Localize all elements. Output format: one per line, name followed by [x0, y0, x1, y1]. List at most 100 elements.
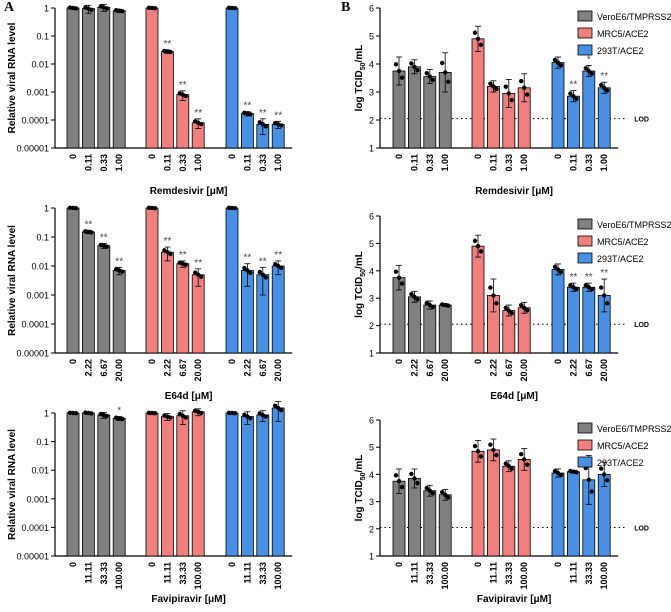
- chart-b3: 1 2 3 4 5 6 log TCID50/mL LOD 0 11.11 33.33 100.00 0…: [354, 416, 671, 606]
- bar: [97, 414, 111, 557]
- legend-label: 293T/ACE2: [597, 458, 644, 468]
- x-tick-label: 0: [227, 154, 237, 159]
- x-tick-label: 20.00: [440, 359, 450, 382]
- data-point: [440, 60, 445, 66]
- data-point: [586, 68, 591, 74]
- bar: [471, 38, 485, 149]
- significance-marker: **: [244, 101, 252, 112]
- significance-marker: **: [259, 256, 267, 267]
- data-point: [409, 61, 414, 66]
- y-tick-label: 1: [44, 4, 49, 14]
- bar: [160, 416, 174, 557]
- chart-a1: 1 0.1 0.01 0.001 0.0001 0.00001 Relative viral…: [7, 4, 293, 197]
- data-point: [396, 479, 402, 484]
- y-tick-label: 4: [369, 60, 374, 70]
- bar: [407, 478, 421, 557]
- data-point: [152, 411, 158, 416]
- x-tick-label: 0: [227, 359, 237, 364]
- data-point: [478, 249, 484, 254]
- data-point: [183, 93, 188, 99]
- data-point: [168, 251, 173, 257]
- legend-label: 293T/ACE2: [597, 254, 644, 264]
- data-point: [279, 408, 284, 413]
- x-tick-label: 2.22: [242, 359, 252, 377]
- data-point: [525, 92, 530, 97]
- x-tick-label: 100.00: [273, 562, 283, 590]
- data-point: [552, 57, 558, 63]
- data-point: [89, 411, 94, 416]
- x-tick-label: 0.33: [99, 154, 109, 172]
- x-tick-label: 6.67: [178, 359, 188, 377]
- significance-marker: **: [179, 250, 187, 261]
- y-axis-label: log TCID50/mL: [354, 251, 367, 318]
- significance-marker: **: [164, 39, 172, 50]
- x-tick-label: 0: [553, 154, 563, 159]
- bar: [145, 207, 159, 354]
- x-tick-label: 6.67: [258, 359, 268, 377]
- significance-marker: **: [100, 232, 108, 243]
- y-tick-label: 0.0001: [21, 523, 49, 533]
- data-point: [605, 88, 610, 93]
- data-point: [232, 206, 238, 211]
- data-point: [73, 6, 79, 11]
- data-point: [599, 82, 604, 88]
- x-tick-label: 11.11: [488, 562, 498, 584]
- data-point: [491, 447, 496, 453]
- data-point: [558, 269, 564, 275]
- significance-marker: **: [274, 250, 282, 261]
- legend: VeroE6/TMPRSS2 MRC5/ACE2 293T/ACE2: [577, 10, 671, 56]
- data-point: [396, 68, 402, 74]
- legend-swatch: [577, 235, 593, 247]
- x-tick-label: 11.11: [242, 562, 252, 584]
- data-point: [393, 62, 399, 67]
- y-tick-label: 0.001: [26, 291, 49, 301]
- significance-marker: **: [585, 272, 593, 283]
- lod-label: LOD: [634, 525, 649, 532]
- data-point: [183, 415, 188, 420]
- data-point: [427, 488, 432, 493]
- significance-marker: **: [115, 256, 123, 267]
- x-tick-label: 1.00: [273, 154, 283, 172]
- significance-marker: **: [164, 236, 172, 247]
- data-point: [104, 413, 110, 419]
- x-tick-label: 0.11: [242, 154, 252, 171]
- x-tick-label: 0: [553, 562, 563, 567]
- x-tick-label: 100.00: [440, 562, 450, 590]
- x-tick-label: 33.33: [584, 562, 594, 585]
- y-tick-label: 1: [369, 349, 374, 359]
- legend-label: VeroE6/TMPRSS2: [597, 12, 671, 22]
- significance-marker: **: [570, 272, 578, 283]
- bar: [225, 207, 239, 354]
- significance-marker: **: [600, 71, 608, 82]
- x-tick-label: 100.00: [114, 562, 124, 590]
- data-point: [183, 262, 188, 267]
- data-point: [263, 275, 268, 280]
- y-tick-label: 0.01: [31, 466, 49, 476]
- data-point: [430, 304, 435, 310]
- y-tick-label: 6: [369, 416, 374, 426]
- y-tick-label: 3: [369, 294, 374, 304]
- x-tick-label: 0: [473, 154, 483, 159]
- y-tick-label: 5: [369, 443, 374, 453]
- data-point: [412, 294, 417, 300]
- data-point: [273, 403, 278, 408]
- bar: [191, 411, 205, 557]
- data-point: [599, 466, 604, 471]
- data-point: [89, 230, 94, 235]
- x-tick-label: 1.00: [114, 154, 124, 172]
- x-tick-label: 0.33: [425, 154, 435, 172]
- data-point: [488, 285, 493, 290]
- bar: [145, 412, 159, 557]
- data-point: [446, 495, 451, 500]
- data-point: [89, 7, 94, 13]
- bar: [82, 231, 95, 354]
- x-tick-label: 0.11: [568, 154, 578, 171]
- data-point: [248, 270, 253, 276]
- bar: [225, 7, 239, 149]
- bar: [97, 7, 111, 149]
- x-tick-label: 0.33: [178, 154, 188, 172]
- significance-marker: **: [244, 253, 252, 264]
- legend-label: VeroE6/TMPRSS2: [597, 424, 671, 434]
- data-point: [491, 84, 496, 89]
- data-point: [232, 411, 238, 416]
